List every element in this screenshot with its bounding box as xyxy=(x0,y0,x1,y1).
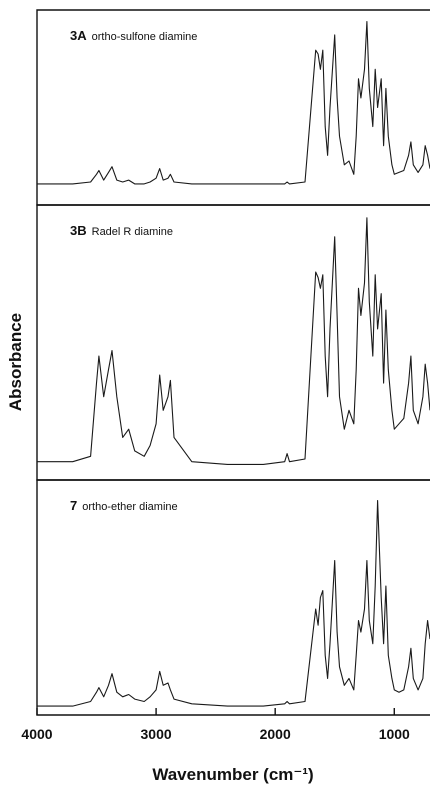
sample-name: ortho-sulfone diamine xyxy=(92,31,198,43)
sample-id: 3B xyxy=(70,223,87,238)
panel-label: 7 ortho-ether diamine xyxy=(70,498,178,513)
x-tick-label: 4000 xyxy=(21,726,52,742)
y-axis-label: Absorbance xyxy=(6,313,25,411)
panel-label: 3B Radel R diamine xyxy=(70,223,173,238)
panel-label: 3A ortho-sulfone diamine xyxy=(70,28,197,43)
spectrum-line xyxy=(37,499,430,707)
panel-frame xyxy=(36,479,430,716)
sample-id: 3A xyxy=(70,28,87,43)
sample-id: 7 xyxy=(70,498,77,513)
x-tick-label: 2000 xyxy=(260,726,291,742)
sample-name: ortho-ether diamine xyxy=(82,501,177,513)
sample-name: Radel R diamine xyxy=(92,226,173,238)
panel-frame xyxy=(36,204,430,481)
spectrum-line xyxy=(37,217,430,465)
x-axis-label: Wavenumber (cm⁻¹) xyxy=(152,765,313,784)
spectrum-line xyxy=(37,21,430,185)
x-tick-label: 1000 xyxy=(379,726,410,742)
x-tick-label: 3000 xyxy=(141,726,172,742)
